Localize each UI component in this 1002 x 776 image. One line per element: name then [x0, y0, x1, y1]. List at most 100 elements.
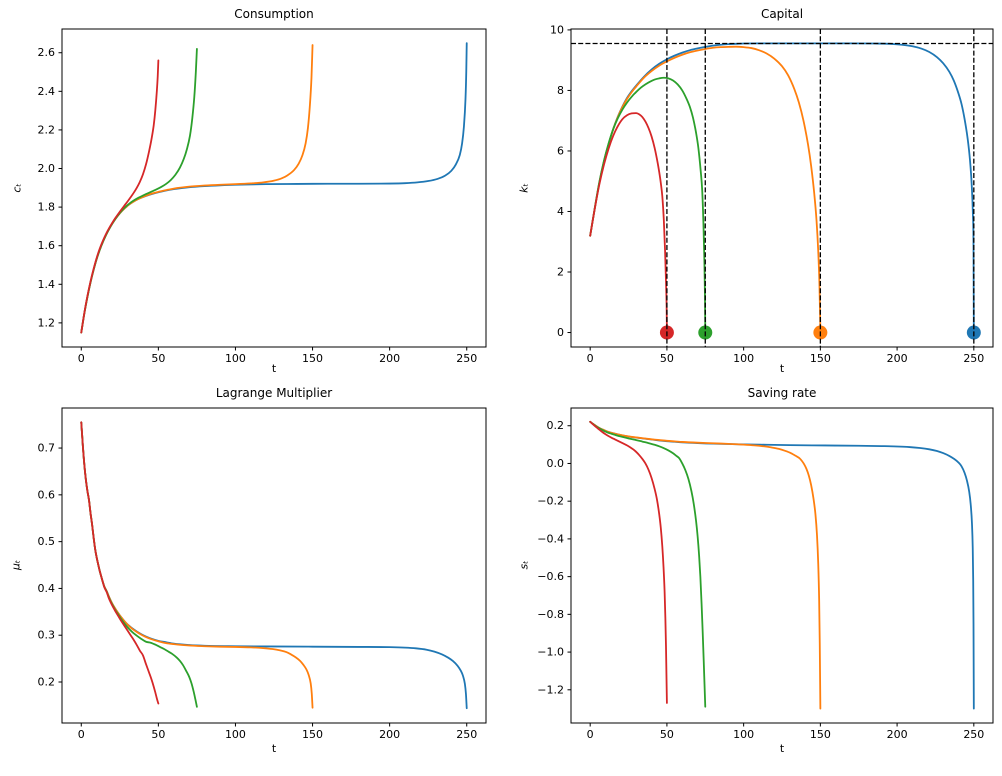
curve-horizon-50	[589, 112, 668, 332]
y-tick-label: 8	[557, 84, 564, 97]
consumption-x-axis-label: t	[271, 362, 277, 375]
x-tick-label: 200	[379, 352, 400, 365]
y-tick-label: 0.2	[38, 676, 56, 689]
y-tick-label: 6	[557, 144, 564, 157]
y-tick-label: 0.7	[38, 442, 56, 455]
subplot-consumption: 0 50 100 150 200 250 1.2 1.4 1.6 1.8 2.0 2.2 2.4 2.6	[38, 28, 487, 365]
x-tick-label: 150	[810, 352, 831, 365]
x-tick-label: 50	[660, 352, 674, 365]
saving-rate-title: Saving rate	[747, 386, 817, 400]
curve-horizon-50	[80, 421, 160, 705]
y-tick-label: −0.8	[537, 608, 564, 621]
axes-frame	[570, 28, 994, 348]
x-tick-label: 100	[733, 352, 754, 365]
x-tick-label: 0	[587, 728, 594, 741]
y-tick-label: 0.2	[547, 419, 565, 432]
x-axis-ticks: 0 50 100 150 200 250	[78, 723, 477, 741]
y-tick-label: 0.5	[38, 535, 56, 548]
y-tick-label: 0	[557, 326, 564, 339]
subplot-capital: 0 50 100 150 200 250 0 2 4 6 8 10	[550, 23, 994, 365]
axes-frame	[570, 407, 994, 724]
curve-horizon-50	[589, 420, 668, 704]
x-tick-label: 100	[225, 728, 246, 741]
curve-horizon-75	[589, 420, 707, 708]
x-tick-label: 0	[587, 352, 594, 365]
x-tick-label: 200	[887, 728, 908, 741]
y-tick-label: 2.6	[38, 46, 56, 59]
curve-horizon-150	[80, 421, 314, 709]
y-tick-label: 2.2	[38, 123, 56, 136]
y-tick-label: −1.2	[537, 683, 564, 696]
y-tick-label: 0.6	[38, 488, 56, 501]
curve-horizon-250	[589, 42, 975, 331]
curve-horizon-250	[80, 42, 468, 334]
curve-horizon-75	[589, 76, 707, 332]
x-tick-label: 50	[660, 728, 674, 741]
y-tick-label: 1.6	[38, 239, 56, 252]
x-tick-label: 200	[379, 728, 400, 741]
curve-horizon-150	[80, 44, 314, 334]
axes-frame	[61, 407, 487, 724]
curve-horizon-75	[80, 47, 198, 334]
y-tick-label: 0.3	[38, 629, 56, 642]
saving-rate-y-axis-label: sₜ	[517, 560, 531, 570]
x-tick-label: 0	[78, 352, 85, 365]
x-tick-label: 100	[225, 352, 246, 365]
x-axis-ticks: 0 50 100 150 200 250	[587, 347, 984, 365]
capital-y-axis-label: kₜ	[517, 183, 531, 193]
x-tick-label: 150	[302, 728, 323, 741]
x-tick-label: 100	[733, 728, 754, 741]
y-axis-ticks: 0 2 4 6 8 10	[550, 23, 571, 339]
y-tick-label: 2.4	[38, 85, 56, 98]
y-tick-label: −0.4	[537, 532, 564, 545]
curve-horizon-50	[80, 59, 160, 334]
series-group	[80, 421, 468, 710]
capital-title: Capital	[760, 7, 804, 21]
x-tick-label: 250	[963, 352, 984, 365]
subplot-lagrange-multiplier: 0 50 100 150 200 250 0.2 0.3 0.4 0.5 0.6 0.7	[38, 407, 487, 741]
x-axis-ticks: 0 50 100 150 200 250	[587, 723, 984, 741]
x-axis-ticks: 0 50 100 150 200 250	[78, 347, 477, 365]
consumption-title: Consumption	[234, 7, 314, 21]
series-group	[589, 42, 975, 332]
consumption-y-axis-label: cₜ	[10, 183, 24, 193]
axes-frame	[61, 28, 487, 348]
x-tick-label: 250	[963, 728, 984, 741]
y-tick-label: 1.8	[38, 201, 56, 214]
y-tick-label: −1.0	[537, 646, 564, 659]
lagrange-x-axis-label: t	[271, 742, 277, 755]
curve-horizon-250	[80, 421, 468, 710]
curve-horizon-150	[589, 45, 822, 331]
series-group	[589, 420, 975, 710]
y-tick-label: 4	[557, 205, 564, 218]
y-axis-ticks: 1.2 1.4 1.6 1.8 2.0 2.2 2.4 2.6	[38, 46, 62, 329]
x-tick-label: 250	[456, 728, 477, 741]
x-tick-label: 50	[151, 352, 165, 365]
x-tick-label: 200	[887, 352, 908, 365]
x-tick-label: 150	[302, 352, 323, 365]
x-tick-label: 50	[151, 728, 165, 741]
lagrange-title: Lagrange Multiplier	[215, 386, 333, 400]
y-tick-label: 1.4	[38, 278, 56, 291]
curve-horizon-150	[589, 420, 822, 710]
saving-rate-x-axis-label: t	[779, 742, 785, 755]
y-tick-label: 2.0	[38, 162, 56, 175]
y-tick-label: −0.2	[537, 495, 564, 508]
y-tick-label: 10	[550, 23, 564, 36]
lagrange-y-axis-label: μₜ	[9, 559, 23, 571]
y-axis-ticks: 0.2 0.3 0.4 0.5 0.6 0.7	[38, 442, 62, 689]
curve-horizon-250	[589, 420, 975, 710]
y-tick-label: 1.2	[38, 316, 56, 329]
x-tick-label: 150	[810, 728, 831, 741]
series-group	[80, 42, 468, 334]
subplot-saving-rate: 0 50 100 150 200 250 0.2 0.0 −0.2 −0.4 −0.6 −0.8 −1.…	[537, 407, 994, 741]
y-tick-label: 0.4	[38, 582, 56, 595]
x-tick-label: 250	[456, 352, 477, 365]
y-tick-label: 0.0	[547, 457, 565, 470]
y-tick-label: −0.6	[537, 570, 564, 583]
y-axis-ticks: 0.2 0.0 −0.2 −0.4 −0.6 −0.8 −1.0 −1.2	[537, 419, 571, 696]
y-tick-label: 2	[557, 266, 564, 279]
x-tick-label: 0	[78, 728, 85, 741]
